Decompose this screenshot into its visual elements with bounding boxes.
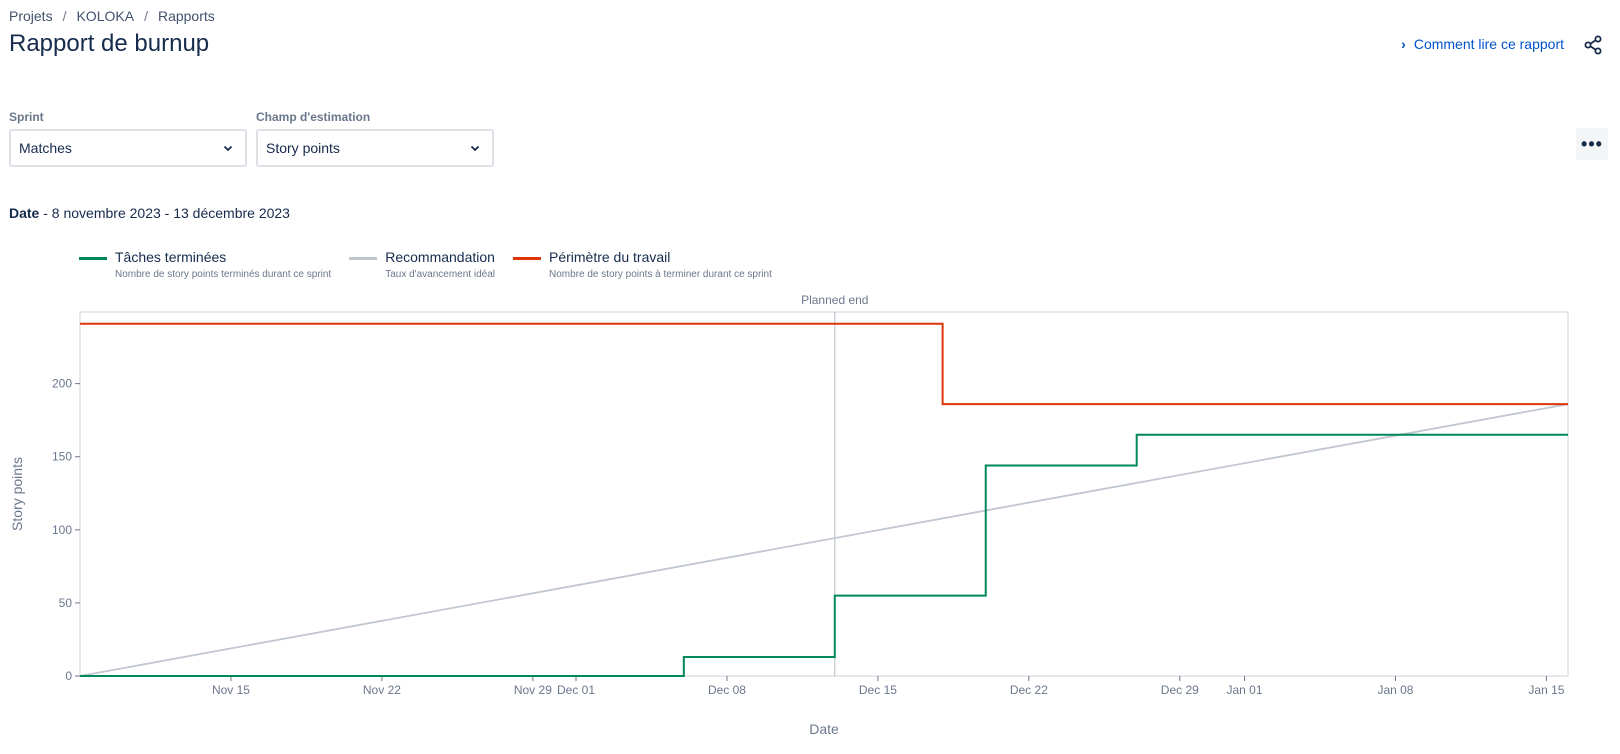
estimation-value: Story points — [266, 140, 340, 156]
legend-swatch — [349, 257, 378, 260]
x-tick-label: Nov 29 — [514, 683, 552, 697]
legend-name: Recommandation — [385, 249, 495, 265]
sprint-select[interactable]: Matches — [9, 129, 247, 167]
y-tick-label: 150 — [52, 450, 72, 464]
y-axis-title: Story points — [9, 457, 25, 531]
chevron-down-icon — [223, 145, 233, 152]
breadcrumb: Projets / KOLOKA / Rapports — [9, 8, 215, 24]
legend-desc: Nombre de story points terminés durant c… — [115, 269, 332, 280]
x-tick-label: Dec 29 — [1161, 683, 1199, 697]
breadcrumb-projets[interactable]: Projets — [9, 8, 53, 24]
x-tick-label: Dec 22 — [1010, 683, 1048, 697]
chevron-right-icon: › — [1401, 36, 1406, 52]
date-range: Date - 8 novembre 2023 - 13 décembre 202… — [9, 205, 290, 221]
series-line — [80, 322, 1568, 406]
breadcrumb-rapports[interactable]: Rapports — [157, 8, 215, 24]
legend-item-scope[interactable]: Périmètre du travail Nombre de story poi… — [512, 249, 772, 280]
legend-desc: Nombre de story points à terminer durant… — [548, 269, 772, 280]
sprint-value: Matches — [19, 140, 72, 156]
share-button[interactable] — [1580, 32, 1606, 58]
y-tick-label: 100 — [52, 523, 72, 537]
legend-swatch — [79, 257, 107, 260]
x-axis-title: Date — [809, 721, 839, 737]
legend-swatch — [512, 257, 541, 260]
x-tick-label: Jan 08 — [1377, 683, 1413, 697]
plot-frame — [79, 311, 1569, 677]
help-link[interactable]: › Comment lire ce rapport — [1401, 36, 1564, 52]
x-tick-label: Dec 08 — [708, 683, 746, 697]
burnup-chart: 0 50 100 150 200 Nov 15 Nov 22 Nov 29 Dec 01 Dec … — [9, 293, 1569, 737]
x-tick-label: Nov 15 — [212, 683, 250, 697]
more-icon: ••• — [1581, 133, 1603, 154]
chevron-down-icon — [470, 145, 480, 152]
legend-item-guideline[interactable]: Recommandation Taux d'avancement idéal — [349, 249, 495, 280]
breadcrumb-koloka[interactable]: KOLOKA — [76, 8, 135, 24]
x-tick-label: Dec 15 — [859, 683, 897, 697]
breadcrumb-separator: / — [144, 8, 148, 24]
legend-desc: Taux d'avancement idéal — [385, 269, 495, 280]
y-tick-label: 0 — [65, 669, 72, 683]
page-title: Rapport de burnup — [9, 30, 210, 57]
series-line — [79, 403, 1569, 677]
chart-legend: Tâches terminées Nombre de story points … — [79, 249, 790, 280]
planned-end-label: Planned end — [801, 293, 868, 307]
estimation-label: Champ d'estimation — [256, 110, 371, 124]
date-range-value: - 8 novembre 2023 - 13 décembre 2023 — [39, 205, 290, 221]
help-link-label: Comment lire ce rapport — [1413, 36, 1564, 52]
sprint-label: Sprint — [9, 110, 44, 124]
legend-item-done[interactable]: Tâches terminées Nombre de story points … — [79, 249, 331, 280]
y-tick-label: 200 — [52, 377, 72, 391]
legend-name: Tâches terminées — [115, 249, 227, 265]
x-tick-label: Jan 01 — [1227, 683, 1263, 697]
series-line — [80, 433, 1568, 677]
x-tick-label: Jan 15 — [1528, 683, 1564, 697]
sprint-field: Sprint Matches — [9, 110, 247, 167]
more-actions-button[interactable]: ••• — [1576, 128, 1608, 160]
breadcrumb-separator: / — [62, 8, 67, 24]
legend-name: Périmètre du travail — [548, 249, 671, 265]
y-tick-label: 50 — [59, 596, 73, 610]
date-range-label: Date — [9, 205, 40, 221]
x-tick-label: Nov 22 — [363, 683, 401, 697]
share-icon — [1584, 35, 1602, 55]
x-tick-label: Dec 01 — [557, 683, 595, 697]
estimation-select[interactable]: Story points — [256, 129, 494, 167]
estimation-field: Champ d'estimation Story points — [256, 110, 494, 167]
